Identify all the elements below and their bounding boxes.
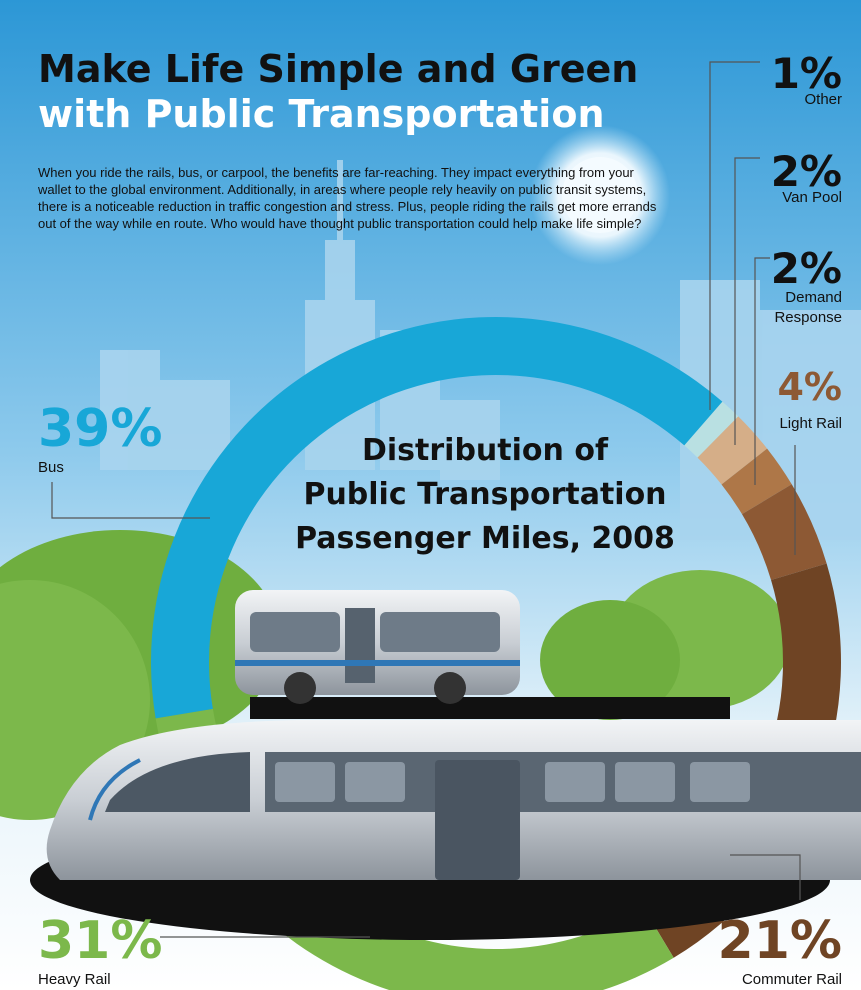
title-line: with Public Transportation — [38, 92, 605, 136]
category-label: Light Rail — [779, 415, 842, 432]
value-label: 2% — [771, 244, 842, 293]
category-label: Heavy Rail — [38, 971, 111, 988]
category-label: Commuter Rail — [742, 971, 842, 988]
category-label: Van Pool — [782, 189, 842, 206]
title-line: Make Life Simple and Green — [38, 47, 638, 91]
category-label: Other — [804, 91, 842, 108]
value-label: 21% — [718, 911, 842, 971]
infographic: Make Life Simple and Green with Public T… — [0, 0, 861, 990]
chart-title: Passenger Miles, 2008 — [295, 521, 675, 556]
value-label: 31% — [38, 911, 162, 971]
description: When you ride the rails, bus, or carpool… — [38, 164, 658, 232]
chart: Make Life Simple and Green with Public T… — [0, 0, 861, 990]
value-label: 4% — [777, 365, 842, 409]
category-label: Bus — [38, 459, 64, 476]
chart-title: Distribution of — [362, 433, 609, 468]
value-label: 39% — [38, 399, 162, 459]
chart-title: Public Transportation — [303, 477, 666, 512]
